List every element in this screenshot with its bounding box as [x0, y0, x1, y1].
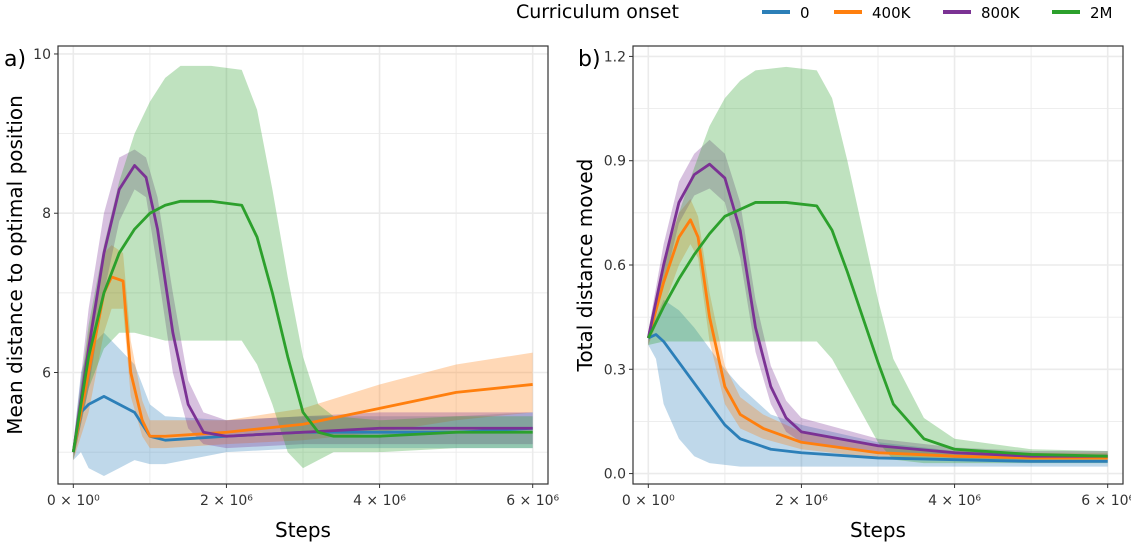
band-800K — [73, 149, 533, 461]
x-tick-label: 4 × 10⁶ — [353, 493, 406, 509]
panel-tag: a) — [4, 47, 26, 72]
line-800K — [71, 164, 533, 453]
legend-label-800K: 800K — [981, 4, 1021, 22]
gridlines — [633, 46, 1123, 484]
line-2M — [71, 199, 533, 453]
panel-a: 0 × 10⁰ 2 × 10⁶ 4 × 10⁶ 6 × 10⁶ 6 8 10 Steps Mea… — [3, 45, 560, 542]
gridlines — [58, 46, 548, 484]
y-axis-title: Mean distance to optimal position — [3, 95, 27, 435]
y-tick-label: 0.3 — [604, 362, 626, 378]
y-tick-label: 0.0 — [604, 467, 626, 483]
y-axis-title: Total distance moved — [573, 159, 597, 373]
legend-label-2M: 2M — [1090, 4, 1113, 22]
panel-b: 0 × 10⁰ 2 × 10⁶ 4 × 10⁶ 6 × 10⁶ 0.0 0.3 0.6 0.9… — [573, 45, 1131, 542]
y-tick-label: 1.2 — [604, 49, 626, 65]
x-tick-label: 0 × 10⁰ — [47, 493, 100, 509]
line-2M — [647, 201, 1108, 458]
band-2M — [73, 65, 533, 469]
x-tick-label: 4 × 10⁶ — [928, 493, 981, 509]
band-2M — [648, 66, 1108, 464]
x-axis-title: Steps — [275, 518, 331, 542]
band-0 — [73, 332, 533, 477]
y-tick-label: 6 — [42, 366, 51, 382]
band-800K — [648, 139, 1108, 460]
line-400K — [646, 218, 1108, 460]
x-tick-label: 6 × 10⁶ — [506, 493, 559, 509]
y-tick-label: 0.6 — [604, 258, 626, 274]
legend-label-0: 0 — [800, 4, 810, 22]
y-tick-label: 10 — [33, 47, 51, 63]
y-tick-label: 0.9 — [604, 154, 626, 170]
x-tick-label: 6 × 10⁶ — [1081, 493, 1131, 509]
legend-title: Curriculum onset — [516, 1, 679, 23]
panel-border — [57, 45, 549, 485]
x-tick-label: 2 × 10⁶ — [775, 493, 828, 509]
line-800K — [646, 162, 1108, 458]
x-tick-label: 2 × 10⁶ — [200, 493, 253, 509]
band-400K — [73, 245, 533, 461]
legend: Curriculum onset 0 400K 800K 2M — [516, 1, 1113, 23]
band-0 — [648, 299, 1108, 467]
legend-label-400K: 400K — [872, 4, 912, 22]
y-tick-label: 8 — [42, 206, 51, 222]
x-axis-title: Steps — [850, 518, 906, 542]
line-0 — [647, 333, 1108, 463]
x-tick-label: 0 × 10⁰ — [622, 493, 675, 509]
panel-tag: b) — [578, 47, 601, 72]
